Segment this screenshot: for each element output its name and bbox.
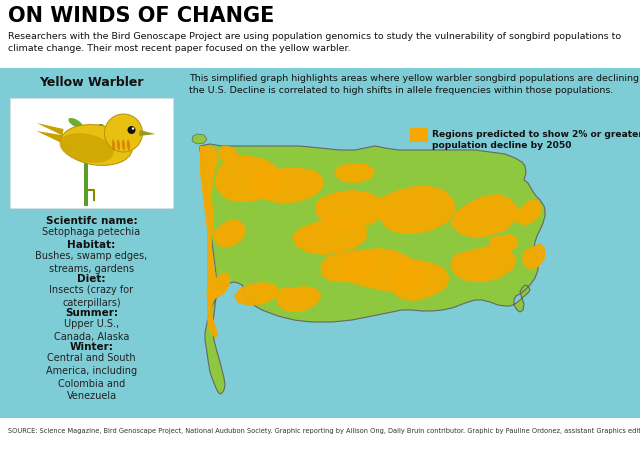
FancyBboxPatch shape: [10, 98, 173, 208]
Text: Upper U.S.,
Canada, Alaska: Upper U.S., Canada, Alaska: [54, 319, 129, 342]
Circle shape: [132, 127, 134, 130]
Polygon shape: [376, 186, 456, 234]
Polygon shape: [250, 168, 324, 204]
Text: Bushes, swamp edges,
streams, gardens: Bushes, swamp edges, streams, gardens: [35, 251, 148, 274]
Text: Habitat:: Habitat:: [67, 240, 116, 250]
Polygon shape: [36, 123, 63, 143]
Polygon shape: [450, 194, 518, 238]
Text: Diet:: Diet:: [77, 274, 106, 284]
Text: SOURCE: Science Magazine, Bird Genoscape Project, National Audubon Society. Grap: SOURCE: Science Magazine, Bird Genoscape…: [8, 428, 640, 434]
Text: Regions predicted to show 2% or greater
population decline by 2050: Regions predicted to show 2% or greater …: [432, 130, 640, 150]
Polygon shape: [215, 156, 284, 202]
Circle shape: [104, 114, 143, 152]
Polygon shape: [522, 243, 545, 270]
Polygon shape: [213, 220, 246, 248]
Polygon shape: [234, 282, 280, 306]
Ellipse shape: [60, 133, 113, 163]
Text: Scientifc name:: Scientifc name:: [45, 216, 138, 226]
Polygon shape: [338, 248, 424, 292]
Ellipse shape: [61, 125, 132, 166]
Circle shape: [127, 126, 136, 134]
Text: Researchers with the Bird Genoscape Project are using population genomics to stu: Researchers with the Bird Genoscape Proj…: [8, 32, 621, 53]
Ellipse shape: [68, 118, 83, 128]
Text: This simplified graph highlights areas where yellow warbler songbird populations: This simplified graph highlights areas w…: [189, 74, 640, 95]
Text: ON WINDS OF CHANGE: ON WINDS OF CHANGE: [8, 6, 275, 26]
Ellipse shape: [117, 140, 120, 150]
Polygon shape: [200, 144, 545, 394]
Polygon shape: [334, 163, 375, 183]
Text: Yellow Warbler: Yellow Warbler: [39, 76, 144, 89]
Polygon shape: [140, 130, 156, 136]
Polygon shape: [315, 190, 386, 228]
Polygon shape: [450, 246, 516, 282]
Polygon shape: [514, 200, 542, 226]
FancyBboxPatch shape: [0, 68, 640, 418]
FancyBboxPatch shape: [410, 128, 428, 142]
Polygon shape: [200, 146, 218, 338]
Ellipse shape: [112, 140, 115, 150]
Text: Summer:: Summer:: [65, 308, 118, 318]
Polygon shape: [192, 134, 207, 144]
Polygon shape: [83, 135, 88, 206]
Polygon shape: [276, 286, 322, 312]
Polygon shape: [218, 146, 238, 163]
Text: Insects (crazy for
caterpillars): Insects (crazy for caterpillars): [49, 285, 134, 308]
Text: Setophaga petechia: Setophaga petechia: [42, 227, 141, 237]
Polygon shape: [206, 272, 230, 300]
Ellipse shape: [127, 140, 130, 150]
Polygon shape: [320, 250, 380, 282]
Ellipse shape: [122, 140, 125, 150]
Ellipse shape: [88, 124, 104, 138]
Text: Winter:: Winter:: [70, 342, 113, 352]
Polygon shape: [490, 234, 518, 252]
Polygon shape: [390, 258, 450, 301]
Text: Central and South
America, including
Colombia and
Venezuela: Central and South America, including Col…: [46, 353, 137, 401]
Polygon shape: [292, 218, 368, 255]
